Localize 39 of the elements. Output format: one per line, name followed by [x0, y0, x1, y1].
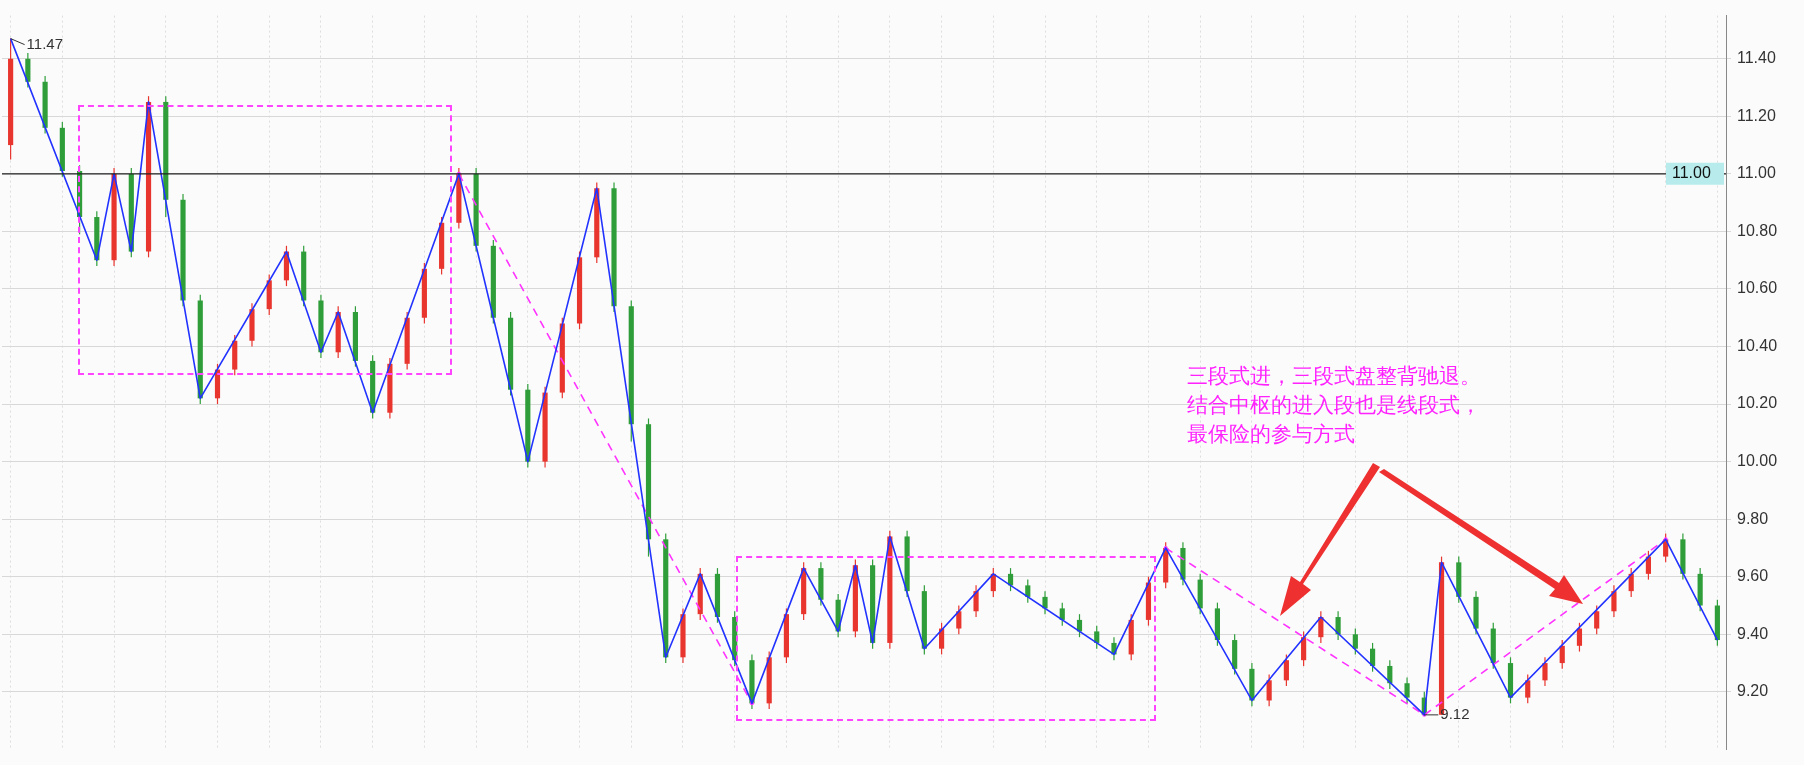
y-tick-label: 10.40 [1737, 336, 1778, 354]
candlestick [1301, 630, 1307, 667]
candlestick [1266, 673, 1272, 707]
candlestick [1525, 673, 1531, 704]
candlestick [1542, 656, 1548, 687]
y-tick-label: 9.60 [1737, 567, 1769, 585]
annotation: 三段式进，三段式盘整背驰退。 [1187, 363, 1481, 390]
candlestick [1645, 550, 1652, 581]
candlestick [973, 584, 979, 618]
y-tick-label: 9.40 [1737, 624, 1769, 642]
candlestick [1094, 625, 1100, 650]
y-tick-label: 11.40 [1737, 49, 1776, 67]
annotation: 最保险的参与方式 [1187, 421, 1356, 448]
y-tick-label: 11.20 [1737, 106, 1776, 124]
candlestick [1042, 590, 1048, 615]
candlestick [1628, 567, 1634, 598]
candlestick [956, 604, 962, 635]
y-tick-label: 9.20 [1737, 682, 1769, 700]
candlestick [1352, 627, 1358, 656]
candlestick [1025, 579, 1031, 604]
candlestick [1283, 653, 1289, 687]
candlestick [1335, 610, 1341, 641]
y-tick-label: 11.00 [1737, 164, 1776, 182]
candlestick [1369, 642, 1376, 673]
y-tick-label: 10.00 [1737, 452, 1778, 470]
candlestick [1059, 602, 1065, 627]
annotation: 11.47 [26, 34, 64, 52]
candlestick [1576, 622, 1583, 653]
y-tick-label: 9.80 [1737, 509, 1769, 527]
y-tick-label: 10.20 [1737, 394, 1778, 412]
y-tick-label: 10.80 [1737, 221, 1778, 239]
y-tick-label: 10.60 [1737, 279, 1778, 297]
annotation: 结合中枢的进入段也是线段式， [1187, 392, 1481, 419]
annotation: 9.12 [1440, 705, 1470, 723]
candlestick [1594, 604, 1600, 635]
candlestick [1404, 676, 1410, 704]
candlestick [1559, 639, 1565, 670]
candlestick [1611, 584, 1617, 618]
ref-line-label: 11.00 [1672, 164, 1711, 182]
